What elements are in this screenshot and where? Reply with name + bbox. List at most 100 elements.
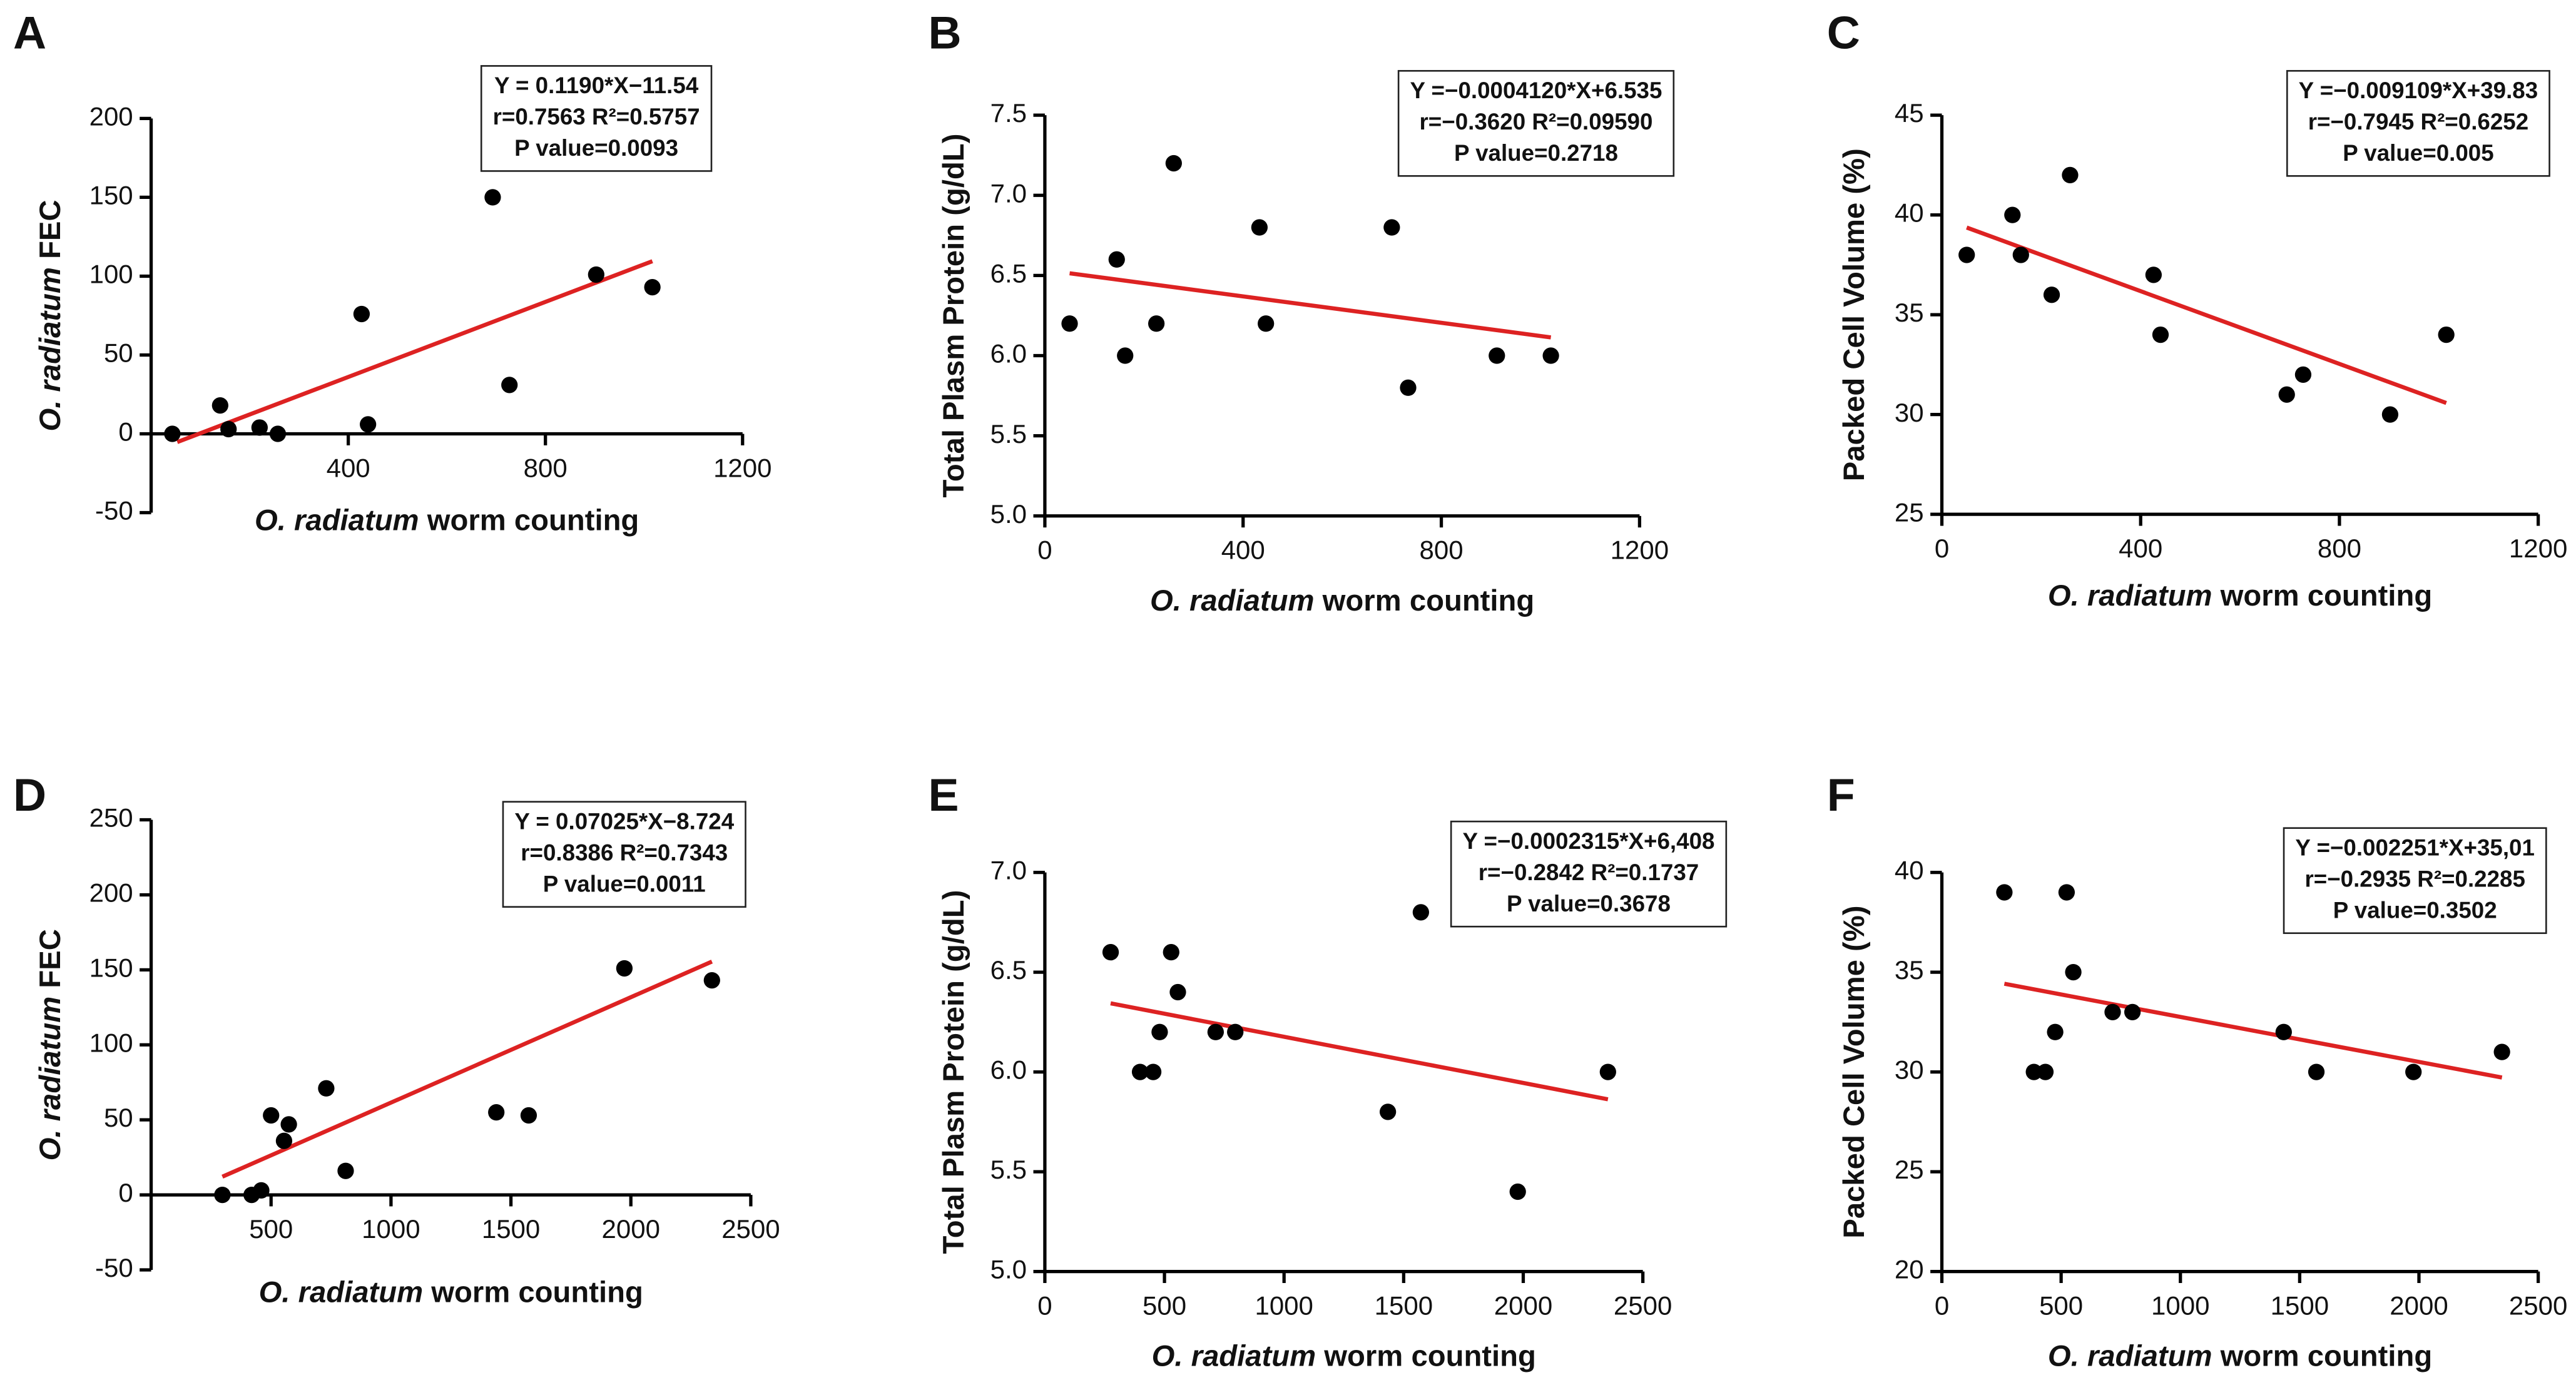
x-tick-label: 400 [327, 453, 370, 482]
y-tick-label: 5.5 [990, 419, 1027, 449]
y-tick-label: 35 [1895, 298, 1924, 327]
y-axis-label-italic: O. radiatum [34, 267, 68, 432]
y-axis-label-text: Total Plasm Protein (g/dL) [938, 890, 971, 1254]
annotation-frame [2283, 827, 2547, 935]
annotation-line: P value=0.0011 [543, 871, 706, 896]
regression-line [1110, 1001, 1609, 1102]
panel-letter: A [13, 7, 46, 59]
data-point [2278, 386, 2295, 403]
annotation-line: r=0.7563 R²=0.5757 [493, 104, 700, 129]
x-axis-label: O. radiatum worm counting [2048, 1340, 2432, 1373]
data-point [251, 419, 268, 436]
y-tick-label: 6.5 [990, 259, 1027, 288]
regression-line [2003, 982, 2503, 1080]
data-point [2065, 963, 2082, 981]
data-point [1251, 219, 1268, 236]
y-tick-label: 200 [89, 101, 133, 131]
data-point [2275, 1023, 2292, 1040]
panel: 5.0 5.5 6.0 6.5 7.0 0 500 1000 1500 2000 2500 O. ra… [928, 769, 1728, 1373]
x-axis-label-text: worm counting [1323, 1340, 1536, 1373]
annotation-line: P value=0.3502 [2333, 897, 2497, 923]
y-tick-label: 6.5 [990, 955, 1027, 985]
data-point [1412, 904, 1429, 921]
y-tick-label: 6.0 [990, 1055, 1027, 1085]
y-tick-label: 250 [89, 803, 133, 833]
x-axis-label: O. radiatum worm counting [1150, 584, 1534, 617]
annotation-frame [1397, 69, 1675, 177]
data-point [501, 377, 518, 393]
x-axis-label: O. radiatum worm counting [255, 504, 639, 537]
y-tick-label: -50 [95, 496, 133, 525]
x-tick-label: 1200 [713, 453, 771, 482]
y-tick-label: 5.5 [990, 1155, 1027, 1184]
annotation-line: P value=0.3678 [1507, 891, 1671, 916]
y-tick-label: 40 [1895, 198, 1924, 228]
data-point [2058, 884, 2075, 901]
data-point [1379, 1103, 1397, 1120]
x-tick-label: 800 [1420, 535, 1464, 565]
annotation-frame [480, 65, 713, 172]
x-tick-label: 2500 [721, 1214, 780, 1244]
data-point [2381, 406, 2399, 423]
x-tick-label: 1000 [2151, 1291, 2209, 1320]
data-point [2104, 1003, 2121, 1021]
y-axis-label-italic: O. radiatum [34, 997, 68, 1161]
regression-line [176, 259, 653, 444]
data-point [214, 1186, 231, 1204]
y-tick-label: 20 [1895, 1255, 1924, 1284]
data-point [1169, 983, 1186, 1001]
annotation-line: r=0.8386 R²=0.7343 [521, 840, 728, 865]
y-tick-label: 50 [104, 1103, 133, 1132]
y-tick-label: 100 [89, 1028, 133, 1057]
annotation-box: Y =−0.0002315*X+6,408 r=−0.2842 R²=0.1737… [1450, 820, 1728, 928]
data-point [2025, 1063, 2042, 1080]
data-point [263, 1107, 280, 1124]
data-point [353, 305, 370, 323]
data-point [1383, 219, 1400, 236]
regression-line [1966, 225, 2447, 405]
y-tick-label: 0 [118, 417, 133, 447]
x-tick-label: 0 [1935, 1291, 1949, 1320]
data-point [337, 1162, 354, 1179]
annotation-box: Y = 0.1190*X−11.54 r=0.7563 R²=0.5757 P va… [480, 65, 713, 172]
data-point [2062, 166, 2079, 183]
x-tick-label: 1000 [362, 1214, 420, 1244]
x-axis-label-text: worm counting [427, 504, 639, 537]
data-point [1108, 251, 1125, 268]
y-axis-label-text: Total Plasm Protein (g/dL) [938, 134, 971, 498]
annotation-line: P value=0.005 [2343, 140, 2493, 166]
x-tick-label: 0 [1935, 534, 1949, 563]
data-point [1165, 155, 1182, 172]
data-point [520, 1107, 537, 1124]
data-point [1400, 379, 1417, 396]
data-point [275, 1132, 293, 1149]
annotation-box: Y = 0.07025*X−8.724 r=0.8386 R²=0.7343 P v… [502, 801, 746, 908]
data-point [2438, 326, 2455, 343]
annotation-line: Y =−0.002251*X+35,01 [2295, 835, 2535, 861]
data-point [1996, 884, 2013, 901]
annotation-line: Y =−0.0004120*X+6.535 [1410, 78, 1662, 103]
data-point [269, 425, 287, 442]
x-tick-label: 2000 [602, 1214, 660, 1244]
x-tick-label: 1500 [1375, 1291, 1433, 1320]
y-tick-label: 200 [89, 878, 133, 908]
data-point [1509, 1183, 1526, 1200]
x-axis-label: O. radiatum worm counting [1152, 1340, 1536, 1373]
data-point [1144, 1063, 1162, 1080]
y-axis-label: Total Plasm Protein (g/dL) [938, 890, 971, 1254]
x-tick-label: 400 [2119, 534, 2162, 563]
x-axis-label-text: worm counting [2220, 1340, 2433, 1373]
data-point [703, 972, 720, 989]
data-point [1599, 1063, 1616, 1080]
y-axis-label-text: FEC [34, 929, 68, 988]
annotation-line: P value=0.2718 [1454, 140, 1618, 166]
data-point [2405, 1063, 2422, 1080]
x-tick-label: 0 [1037, 535, 1052, 565]
x-axis-label-italic: O. radiatum [2048, 1340, 2212, 1373]
y-tick-label: -50 [95, 1253, 133, 1282]
data-point [2294, 366, 2312, 383]
annotation-line: Y =−0.009109*X+39.83 [2299, 78, 2538, 103]
data-point [253, 1182, 270, 1199]
